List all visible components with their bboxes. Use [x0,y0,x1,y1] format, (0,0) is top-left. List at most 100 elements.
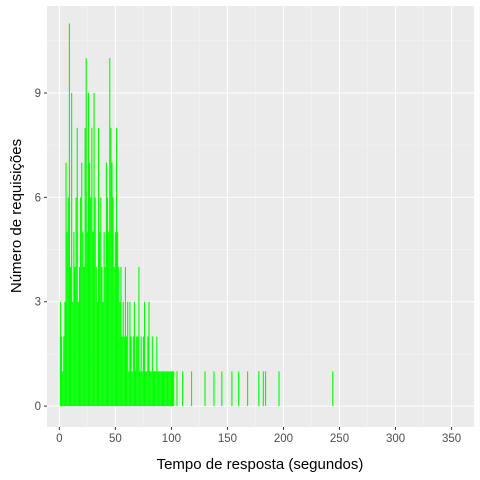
histogram-bar [120,266,122,407]
histogram-bar [87,92,90,407]
histogram-bar [104,266,106,407]
histogram-bar [231,371,233,407]
histogram-bar [129,301,131,407]
histogram-bar [112,197,114,407]
histogram-bar [114,232,116,407]
histogram-bar [168,371,170,407]
x-tick-label: 250 [330,433,349,445]
histogram-bar [133,301,135,407]
histogram-bar [108,232,110,407]
histogram-bar [77,301,79,407]
histogram-bar [162,371,165,407]
histogram-bar [155,371,157,407]
histogram-bar [238,371,240,407]
histogram-bar [93,92,95,407]
histogram-bar [83,266,85,407]
histogram-bar [106,197,109,407]
histogram-bar [122,301,124,407]
histogram-bar [138,266,140,407]
y-tick-label: 6 [35,192,41,204]
histogram-bar [142,336,144,407]
histogram-bar [96,301,98,407]
histogram-bar [105,162,107,407]
histogram-bar [100,197,102,407]
histogram-bar [176,371,178,407]
histogram-bar [147,336,149,407]
histogram-bar [89,162,91,407]
x-tick-label: 200 [274,433,293,445]
y-tick-label: 0 [35,401,41,413]
x-axis-ticks: 0 50 100 150 200 250 300 350 [56,427,461,445]
histogram-bar [173,371,175,407]
histogram-bar [148,301,150,407]
histogram-bar [161,371,163,407]
histogram-bar [62,371,64,407]
histogram-bar [151,336,153,407]
histogram-bar [123,336,125,407]
histogram-bar [97,127,100,407]
histogram-bar [156,336,158,407]
histogram-bar [169,371,171,407]
histogram-bar [109,58,111,407]
histogram-bar [262,371,264,407]
histogram-bar [146,371,148,407]
histogram-bar [143,301,146,407]
histogram-bar [158,371,160,407]
histogram-bar [111,162,113,407]
histogram-bar [136,336,138,407]
histogram-bar [132,336,134,407]
histogram-bar [75,197,77,407]
histogram-bar [126,336,128,407]
histogram-bar [154,371,156,407]
histogram-bar [278,371,280,407]
histogram-bar [69,266,72,407]
histogram-bar [64,301,66,407]
bars [59,23,334,407]
histogram-bar [124,266,127,407]
histogram-bar [90,197,92,407]
histogram-bar [170,371,172,407]
histogram-bar [128,371,130,407]
histogram-bar [117,232,119,407]
histogram-bar [166,371,168,407]
histogram-bar [139,371,141,407]
histogram-bar [213,371,215,407]
histogram-bar [115,127,118,407]
x-tick-label: 50 [109,433,122,445]
histogram-bar [66,232,68,407]
x-tick-label: 300 [386,433,405,445]
histogram-bar [160,371,162,407]
histogram-bar [68,23,70,407]
histogram-bar [81,162,83,407]
histogram-bar [67,197,69,407]
histogram-bar [85,58,87,407]
histogram-bar [134,371,137,407]
y-tick-label: 3 [35,297,41,309]
y-axis-ticks: 0 3 6 9 [35,88,47,413]
histogram-bar [182,371,184,407]
histogram-bar [76,127,78,407]
histogram-bar [131,371,133,407]
histogram-bar [101,266,103,407]
histogram-bar [118,266,120,407]
histogram-bar [221,371,223,407]
histogram-bar [72,301,74,407]
histogram-bar [91,127,93,407]
histogram-bar [121,336,123,407]
histogram-bar [73,232,75,407]
histogram-bar [102,301,104,407]
histogram-bar [164,371,166,407]
x-tick-label: 100 [162,433,181,445]
y-tick-label: 9 [35,88,41,100]
histogram-bar [149,371,151,407]
histogram-bar [74,266,76,407]
histogram-bar [127,301,129,407]
histogram-bar [86,232,88,407]
histogram-bar [159,371,161,407]
histogram-bar [61,336,63,407]
histogram-bar [95,266,97,407]
histogram-bar [167,371,169,407]
histogram-bar [103,232,105,407]
x-tick-label: 0 [56,433,62,445]
histogram-bar [137,336,139,407]
